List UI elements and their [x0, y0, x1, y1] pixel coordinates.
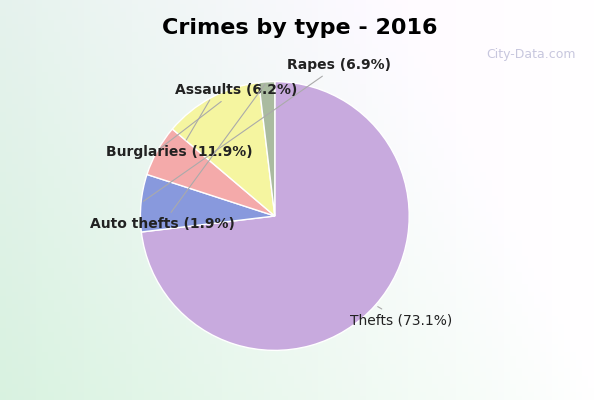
Text: Assaults (6.2%): Assaults (6.2%): [160, 83, 298, 149]
Text: Crimes by type - 2016: Crimes by type - 2016: [162, 18, 438, 38]
Wedge shape: [147, 129, 275, 216]
Wedge shape: [259, 82, 275, 216]
Text: Thefts (73.1%): Thefts (73.1%): [350, 307, 452, 327]
Text: Auto thefts (1.9%): Auto thefts (1.9%): [90, 84, 265, 231]
Wedge shape: [142, 82, 409, 350]
Text: City-Data.com: City-Data.com: [487, 48, 576, 61]
Wedge shape: [172, 82, 275, 216]
Text: Burglaries (11.9%): Burglaries (11.9%): [106, 100, 253, 159]
Text: Rapes (6.9%): Rapes (6.9%): [143, 58, 391, 201]
Wedge shape: [140, 174, 275, 232]
